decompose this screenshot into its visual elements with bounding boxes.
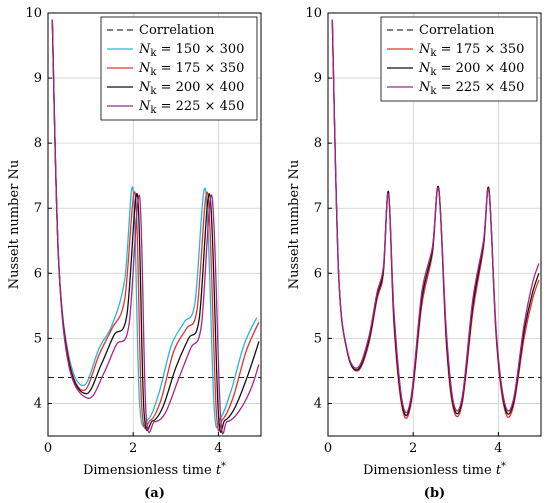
series-line-4 [51,19,260,435]
plot-frame [47,12,262,437]
x-tick-label: 4 [494,441,502,456]
series-line-2 [51,19,260,432]
y-tick-label: 5 [314,331,322,346]
chart-panel-1: 0 2 4 4 5 6 7 8 9 10 Dimensionless time t* Nusselt … [7,6,262,501]
x-axis-label-sup: * [221,461,226,472]
legend-entry-label: Nk = 200 × 400 [418,61,524,78]
x-axis-label-sup: * [501,461,506,472]
x-tick-label: 0 [44,441,52,456]
legend-subscript: k [150,67,157,78]
legend-subscript: k [150,86,157,97]
y-tick-label: 9 [314,71,322,86]
legend-subscript: k [430,67,437,78]
legend-entry-label: Nk = 175 × 350 [138,61,244,78]
legend-symbol: N [138,61,151,76]
legend-text: = 225 × 450 [156,99,244,114]
series-line-1 [51,19,258,429]
chart-panel-2: 0 2 4 4 5 6 7 8 9 10 Dimensionless time t* Nusselt … [287,6,542,501]
legend-symbol: N [418,61,431,76]
legend-text: = 200 × 400 [156,80,244,95]
y-tick-label: 10 [25,6,42,21]
legend-subscript: k [150,105,157,116]
legend-subscript: k [430,48,437,59]
legend-text: = 175 × 350 [436,42,524,57]
legend-text: = 225 × 450 [436,80,524,95]
legend-symbol: N [418,42,431,57]
y-tick-label: 8 [314,136,322,151]
x-axis-label-text: Dimensionless time [363,463,496,478]
y-tick-label: 4 [314,396,322,411]
legend-symbol: N [418,80,431,95]
x-axis-label: Dimensionless time t* [363,461,506,478]
x-tick-label: 2 [129,441,137,456]
series-group [331,19,540,419]
legend-subscript: k [430,86,437,97]
legend-entry-label: Correlation [419,23,495,38]
panel-label: (a) [144,486,165,501]
y-tick-label: 5 [34,331,42,346]
y-tick-label: 9 [34,71,42,86]
legend-entry-label: Nk = 200 × 400 [138,80,244,97]
legend-symbol: N [138,99,151,114]
series-line-3 [331,19,540,414]
y-axis-label: Nusselt number Nu [7,160,22,289]
x-axis-label-text: Dimensionless time [83,463,216,478]
legend-symbol: N [138,80,151,95]
x-tick-label: 2 [409,441,417,456]
x-tick-label: 0 [324,441,332,456]
y-tick-label: 7 [34,201,42,216]
legend-text: = 150 × 300 [156,42,244,57]
series-line-3 [51,19,260,433]
y-tick-label: 10 [305,6,322,21]
panel-label: (b) [424,486,445,501]
y-tick-label: 6 [34,266,42,281]
y-tick-label: 7 [314,201,322,216]
x-axis-label-symbol: t [496,463,502,478]
y-axis-label: Nusselt number Nu [287,160,302,289]
legend-entry-label: Nk = 150 × 300 [138,42,244,59]
y-tick-label: 8 [34,136,42,151]
y-tick-label: 4 [34,396,42,411]
plot-frame [327,12,542,437]
legend-entry-label: Nk = 225 × 450 [418,80,524,97]
legend-symbol: N [138,42,151,57]
x-tick-label: 4 [214,441,222,456]
legend-entry-label: Nk = 175 × 350 [418,42,524,59]
legend-entry-label: Correlation [139,23,215,38]
legend-entry-label: Nk = 225 × 450 [138,99,244,116]
legend-text: = 200 × 400 [436,61,524,76]
legend-subscript: k [150,48,157,59]
x-axis-label-symbol: t [216,463,222,478]
legend-text: = 175 × 350 [156,61,244,76]
series-group [51,19,260,435]
x-axis-label: Dimensionless time t* [83,461,226,478]
y-tick-label: 6 [314,266,322,281]
